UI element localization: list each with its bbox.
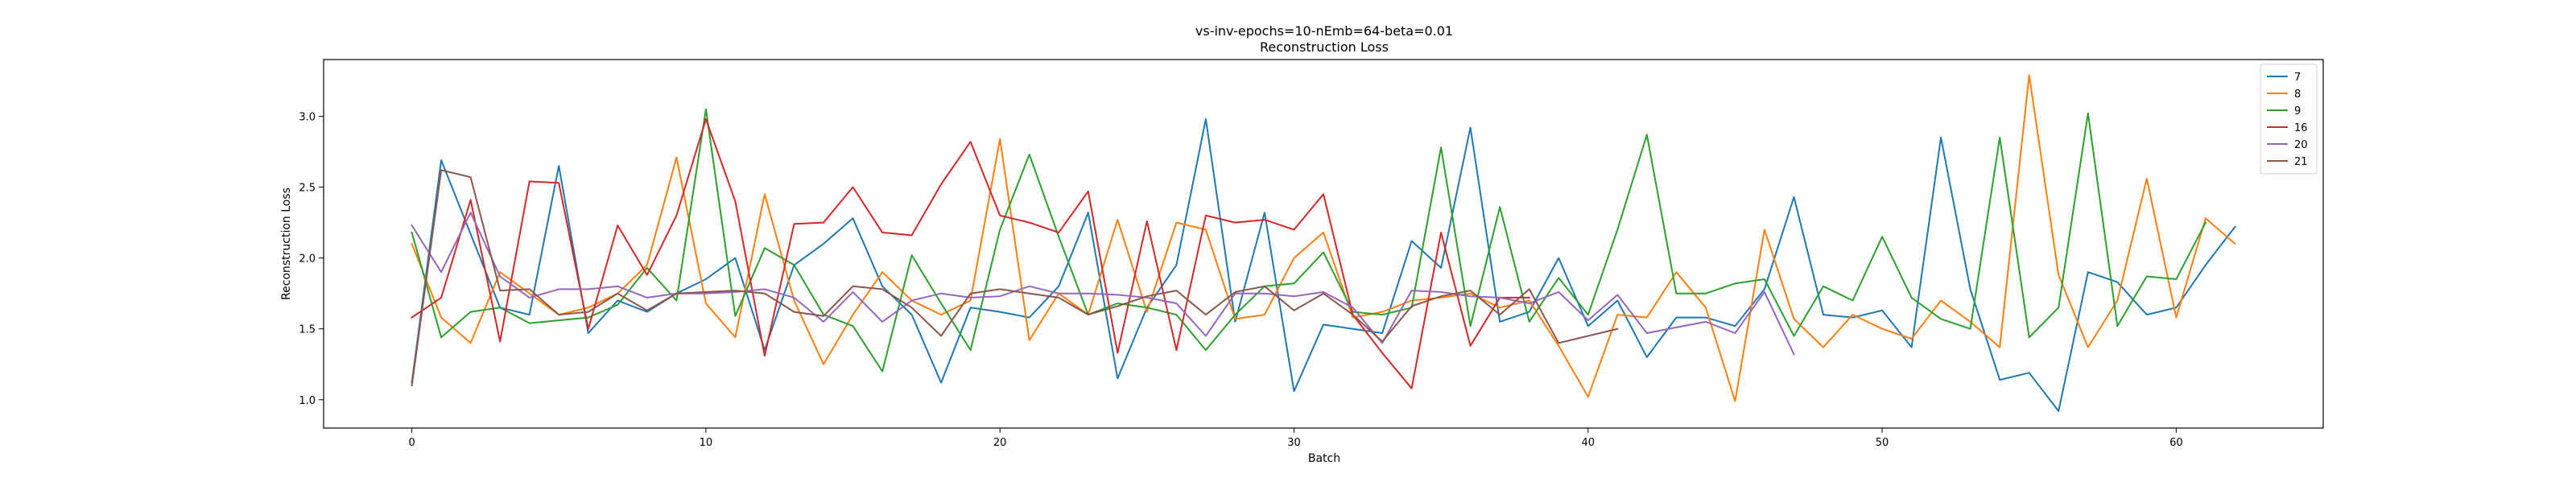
plot-area: 0 10 20 30 40 50 60 1.0 1.5 2.0 2.5 3.0 7 8 9 16 20 21 — [299, 59, 2324, 449]
x-axis-label: Batch — [1308, 452, 1340, 465]
x-tick-label: 20 — [993, 437, 1007, 449]
y-axis-label: Reconstruction Loss — [280, 187, 293, 300]
x-tick-label: 30 — [1287, 437, 1301, 449]
legend-label-21: 21 — [2294, 156, 2308, 168]
x-tick-label: 0 — [408, 437, 415, 449]
series-line-20 — [411, 212, 1795, 356]
series-line-7 — [411, 118, 2236, 412]
chart-title: vs-inv-epochs=10-nEmb=64-beta=0.01 — [1195, 23, 1453, 39]
series-line-21 — [411, 169, 1619, 387]
plot-frame — [323, 59, 2324, 429]
legend-label-9: 9 — [2294, 105, 2301, 117]
legend-box — [2260, 64, 2318, 175]
legend-label-20: 20 — [2294, 139, 2308, 151]
series-line-8 — [411, 74, 2236, 402]
x-tick-label: 60 — [2169, 437, 2183, 449]
y-tick-label: 2.5 — [299, 183, 316, 195]
legend-label-8: 8 — [2294, 89, 2301, 101]
x-tick-label: 40 — [1581, 437, 1595, 449]
legend-label-16: 16 — [2294, 122, 2308, 134]
y-tick-label: 1.5 — [299, 324, 316, 336]
y-tick-label: 1.0 — [299, 395, 316, 407]
y-tick-label: 2.0 — [299, 253, 316, 266]
x-tick-label: 10 — [700, 437, 713, 449]
series-line-9 — [411, 108, 2207, 373]
legend-label-7: 7 — [2294, 72, 2301, 84]
chart-subtitle: Reconstruction Loss — [1260, 39, 1389, 55]
series-line-16 — [411, 118, 1530, 389]
y-tick-label: 3.0 — [299, 111, 316, 123]
x-tick-label: 50 — [1876, 437, 1889, 449]
